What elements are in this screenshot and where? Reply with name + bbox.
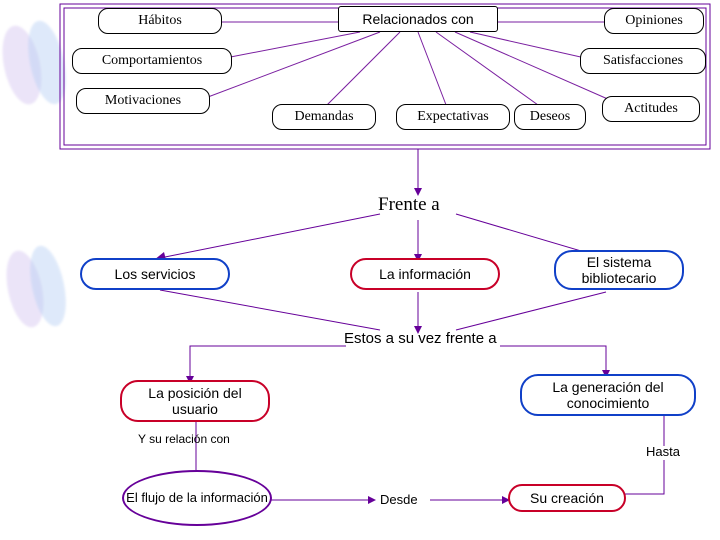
label-desde: Desde: [380, 492, 418, 507]
label-demandas: Demandas: [294, 109, 353, 125]
label-flujo: El flujo de la información: [126, 491, 268, 506]
label-habitos: Hábitos: [138, 13, 182, 29]
pill-sistema: El sistema bibliotecario: [554, 250, 684, 290]
label-relacion: Y su relación con: [138, 432, 230, 446]
box-demandas: Demandas: [272, 104, 376, 130]
label-actitudes: Actitudes: [624, 101, 678, 117]
label-estos: Estos a su vez frente a: [344, 330, 497, 347]
label-sistema: El sistema bibliotecario: [564, 254, 674, 286]
box-habitos: Hábitos: [98, 8, 222, 34]
ellipse-flujo: El flujo de la información: [122, 470, 272, 526]
label-posicion: La posición del usuario: [130, 385, 260, 417]
box-expectativas: Expectativas: [396, 104, 510, 130]
pill-generacion: La generación del conocimiento: [520, 374, 696, 416]
label-motivaciones: Motivaciones: [105, 93, 181, 109]
pill-creacion: Su creación: [508, 484, 626, 512]
pill-posicion: La posición del usuario: [120, 380, 270, 422]
label-expectativas: Expectativas: [417, 109, 489, 125]
label-deseos: Deseos: [530, 109, 570, 125]
box-relacionados: Relacionados con: [338, 6, 498, 32]
label-servicios: Los servicios: [115, 266, 196, 282]
box-comportamientos: Comportamientos: [72, 48, 232, 74]
label-relacionados: Relacionados con: [362, 11, 473, 27]
box-deseos: Deseos: [514, 104, 586, 130]
label-satisfacciones: Satisfacciones: [603, 53, 683, 69]
pill-informacion: La información: [350, 258, 500, 290]
label-informacion: La información: [379, 266, 471, 282]
box-actitudes: Actitudes: [602, 96, 700, 122]
label-opiniones: Opiniones: [625, 13, 683, 29]
label-frente-a: Frente a: [378, 194, 440, 216]
box-opiniones: Opiniones: [604, 8, 704, 34]
box-motivaciones: Motivaciones: [76, 88, 210, 114]
label-generacion: La generación del conocimiento: [530, 379, 686, 411]
label-hasta: Hasta: [646, 444, 680, 459]
label-creacion: Su creación: [530, 490, 604, 506]
label-comportamientos: Comportamientos: [102, 53, 202, 69]
pill-servicios: Los servicios: [80, 258, 230, 290]
box-satisfacciones: Satisfacciones: [580, 48, 706, 74]
